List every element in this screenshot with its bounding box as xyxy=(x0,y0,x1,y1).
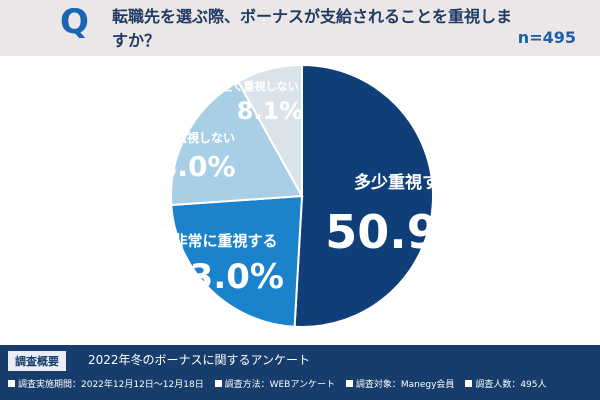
meta-count-text: 調査人数：495人 xyxy=(475,380,547,390)
slice-label-3: あまり重視しない xyxy=(139,130,235,145)
survey-tag: 調査概要 xyxy=(8,351,66,371)
meta-item-period: 調査実施期間：2022年12月12日〜12月18日 xyxy=(8,380,204,390)
square-bullet-icon xyxy=(465,380,473,387)
square-bullet-icon xyxy=(345,380,353,387)
square-bullet-icon xyxy=(8,380,15,387)
pie-chart: 多少重視する 50.9% 非常に重視する 23.0% あまり重視しない 18.0… xyxy=(138,63,485,328)
slice-value-1: 50.9% xyxy=(325,205,485,259)
slice-label-group-2: 非常に重視する 23.0% xyxy=(166,232,284,297)
meta-period-text: 調査実施期間：2022年12月12日〜12月18日 xyxy=(18,380,204,390)
slice-label-group-3: あまり重視しない 18.0% xyxy=(138,130,235,183)
pie-slice-1 xyxy=(293,63,434,328)
pie-slice-3 xyxy=(169,80,304,207)
pie-slice-2 xyxy=(170,194,304,328)
slice-label-1: 多少重視する xyxy=(354,172,456,193)
survey-title: 2022年冬のボーナスに関するアンケート xyxy=(88,353,311,367)
slice-value-2: 23.0% xyxy=(166,257,284,297)
question-text: 転職先を選ぶ際、ボーナスが支給されることを重視しますか？ xyxy=(112,7,513,50)
slice-label-2: 非常に重視する xyxy=(172,232,277,250)
slice-label-group-4: 全く重視しない 8.1% xyxy=(221,79,304,125)
square-bullet-icon xyxy=(214,380,222,387)
slice-value-3: 18.0% xyxy=(138,150,235,183)
slice-value-4: 8.1% xyxy=(237,97,304,125)
sample-size: n=495 xyxy=(517,28,576,47)
q-mark: Q xyxy=(60,2,89,42)
meta-item-target: 調査対象：Manegy会員 xyxy=(345,380,455,390)
question-header: Q 転職先を選ぶ際、ボーナスが支給されることを重視しますか？ n=495 xyxy=(0,0,600,56)
meta-method-text: 調査方法：WEBアンケート xyxy=(224,380,335,390)
meta-item-method: 調査方法：WEBアンケート xyxy=(214,380,335,390)
meta-target-text: 調査対象：Manegy会員 xyxy=(355,380,455,390)
survey-footer: 調査概要 2022年冬のボーナスに関するアンケート 調査実施期間：2022年12… xyxy=(0,345,600,400)
survey-meta: 調査実施期間：2022年12月12日〜12月18日 調査方法：WEBアンケート … xyxy=(8,377,598,390)
pie-slice-4 xyxy=(236,63,303,200)
slice-label-4: 全く重視しない xyxy=(221,79,299,93)
pie-slices xyxy=(169,63,434,328)
meta-item-count: 調査人数：495人 xyxy=(465,380,547,390)
slice-label-group-1: 多少重視する 50.9% xyxy=(325,172,485,259)
